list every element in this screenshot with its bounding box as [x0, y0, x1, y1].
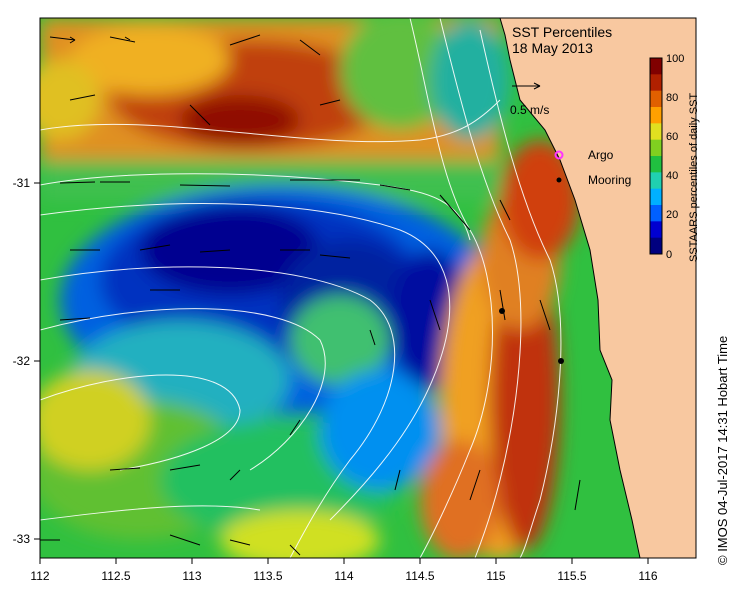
map-title: SST Percentiles	[512, 24, 612, 40]
x-tick-label: 113.5	[253, 569, 282, 583]
map-date: 18 May 2013	[512, 40, 593, 56]
y-tick-label: -31	[13, 176, 31, 190]
colorbar: 100 80 60 40 20 0 SSTAARS percentiles of…	[649, 53, 700, 262]
map-frame	[39, 17, 697, 559]
colorbar-cell	[650, 188, 662, 206]
y-tick-label: -33	[13, 532, 31, 546]
colorbar-tick: 20	[666, 209, 678, 221]
colorbar-cell	[650, 58, 662, 75]
y-axis: -31 -32 -33	[13, 176, 40, 546]
colorbar-cell	[650, 172, 662, 190]
colorbar-cell	[650, 156, 662, 173]
colorbar-tick: 80	[666, 92, 678, 104]
x-tick-label: 112	[30, 569, 49, 583]
mooring-legend-label: Mooring	[588, 173, 631, 187]
colorbar-cell	[650, 139, 662, 157]
colorbar-cell	[650, 74, 662, 92]
current-vectors	[40, 34, 581, 556]
credit-text: © IMOS 04-Jul-2017 14:31 Hobart Time	[715, 336, 730, 565]
x-tick-label: 114.5	[405, 569, 434, 583]
colorbar-cell	[650, 107, 662, 124]
x-tick-label: 116	[638, 569, 657, 583]
sst-field	[40, 18, 696, 558]
velocity-scale-label: 0.5 m/s	[510, 103, 549, 117]
argo-legend-label: Argo	[588, 148, 614, 162]
x-tick-label: 113	[182, 569, 201, 583]
colorbar-cell	[650, 205, 662, 222]
land-area	[499, 18, 696, 558]
colorbar-tick: 60	[666, 131, 678, 143]
mooring-icon	[556, 177, 562, 183]
colorbar-cell	[650, 221, 662, 239]
y-tick-label: -32	[13, 354, 31, 368]
x-tick-label: 115.5	[557, 569, 586, 583]
velocity-scale: 0.5 m/s	[510, 82, 549, 117]
x-tick-label: 114	[334, 569, 353, 583]
colorbar-tick: 0	[666, 249, 672, 261]
mooring-marker[interactable]	[558, 358, 564, 364]
colorbar-label: SSTAARS percentiles of daily SST	[688, 93, 700, 262]
colorbar-cell	[650, 123, 662, 141]
marker-legend: Argo Mooring	[554, 148, 631, 187]
x-axis: 112 112.5 113 113.5 114 114.5 115 115.5 …	[30, 558, 658, 583]
colorbar-tick: 100	[666, 53, 684, 65]
x-tick-label: 112.5	[101, 569, 130, 583]
colorbar-cell	[650, 90, 662, 108]
mooring-marker[interactable]	[499, 308, 505, 314]
colorbar-cell	[650, 237, 662, 255]
ssh-contours	[40, 18, 562, 558]
argo-icon	[554, 150, 564, 160]
colorbar-tick: 40	[666, 170, 678, 182]
x-tick-label: 115	[486, 569, 505, 583]
